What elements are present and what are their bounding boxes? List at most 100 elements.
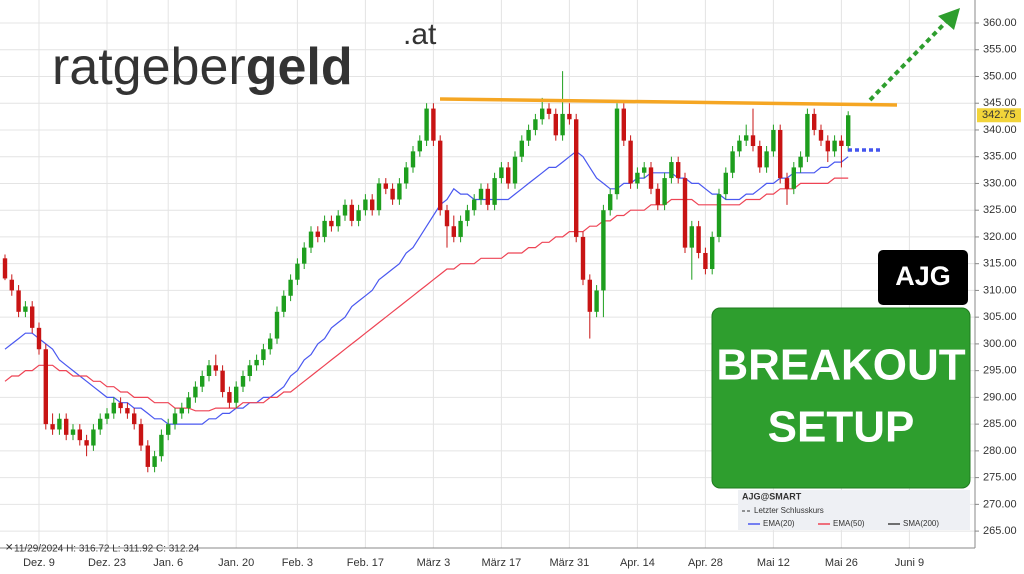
candle-body	[410, 151, 416, 168]
candle-body	[567, 113, 572, 120]
candle-body	[16, 290, 21, 312]
x-tick-label: Juni 9	[895, 557, 924, 569]
candle-body	[111, 402, 116, 414]
candle-body	[220, 370, 225, 393]
candle-body	[404, 167, 409, 184]
legend-symbol: AJG@SMART	[742, 491, 802, 501]
candle-body	[9, 279, 14, 291]
candle-body	[172, 413, 178, 425]
candle-body	[50, 424, 55, 430]
candle-body	[648, 167, 654, 189]
candle-body	[349, 204, 354, 221]
candle-body	[540, 108, 545, 120]
candle-body	[533, 119, 538, 130]
candle-body	[621, 108, 626, 141]
candle-body	[805, 113, 810, 157]
candle-body	[798, 156, 803, 168]
candle-body	[526, 129, 531, 141]
candle-body	[268, 338, 273, 350]
candle-body	[152, 456, 157, 467]
y-tick-label: 335.00	[983, 151, 1017, 163]
candle-body	[308, 231, 314, 248]
candle-body	[363, 199, 368, 211]
candle-body	[676, 162, 681, 179]
candle-body	[601, 210, 606, 291]
logo-bold: geld	[246, 38, 353, 96]
candle-body	[30, 306, 35, 328]
x-tick-label: März 3	[417, 557, 451, 569]
candle-body	[23, 306, 28, 312]
x-tick-label: Apr. 28	[688, 557, 723, 569]
candle-body	[132, 413, 137, 425]
logo-suffix: .at	[403, 18, 437, 51]
candle-body	[669, 162, 674, 179]
candle-body	[825, 140, 830, 152]
y-tick-label: 330.00	[983, 177, 1017, 189]
y-tick-label: 350.00	[983, 70, 1017, 82]
indicator-line	[4, 177, 849, 412]
y-tick-label: 280.00	[983, 445, 1017, 457]
x-tick-label: Feb. 3	[282, 557, 313, 569]
y-tick-label: 340.00	[983, 124, 1017, 136]
candle-body	[227, 392, 232, 403]
y-tick-label: 295.00	[983, 365, 1017, 377]
legend-label: EMA(50)	[833, 519, 865, 528]
y-tick-label: 290.00	[983, 391, 1017, 403]
candle-body	[77, 429, 82, 441]
candle-body	[492, 178, 497, 205]
candle-body	[737, 140, 742, 152]
candle-body	[247, 365, 252, 376]
candle-body	[757, 146, 762, 168]
candle-body	[91, 429, 96, 446]
candle-body	[274, 311, 280, 339]
last-price-tag	[977, 108, 1021, 123]
x-tick-label: Dez. 9	[23, 557, 55, 569]
candle-body	[499, 167, 504, 179]
candle-body	[206, 365, 212, 376]
y-tick-label: 305.00	[983, 311, 1017, 323]
candle-body	[574, 119, 579, 237]
y-tick-label: 270.00	[983, 498, 1017, 510]
x-tick-label: Jan. 6	[153, 557, 183, 569]
candle-body	[138, 424, 144, 446]
candle-body	[839, 140, 844, 147]
setup-badge	[711, 307, 971, 489]
candle-body	[145, 445, 150, 467]
candle-body	[519, 140, 524, 157]
candle-body	[438, 140, 443, 211]
x-tick-label: Feb. 17	[347, 557, 384, 569]
candle-body	[104, 413, 110, 419]
x-tick-label: März 17	[482, 557, 522, 569]
candle-body	[614, 108, 620, 195]
y-tick-label: 320.00	[983, 231, 1017, 243]
info-text: 11/29/2024 H: 316.72 L: 311.92 C: 312.24	[14, 544, 200, 555]
candle-body	[723, 172, 728, 195]
arrow-head	[938, 8, 960, 30]
candle-body	[342, 204, 348, 216]
y-tick-label: 355.00	[983, 44, 1017, 56]
candle-body	[812, 113, 817, 130]
candle-body	[43, 349, 48, 425]
candle-body	[703, 252, 708, 270]
candle-body	[682, 178, 688, 248]
candle-body	[356, 210, 361, 221]
setup-line2: SETUP	[768, 403, 915, 452]
logo-main: ratgeber	[52, 38, 246, 96]
candle-body	[322, 220, 327, 237]
candle-body	[485, 188, 490, 205]
x-tick-label: März 31	[550, 557, 590, 569]
candle-body	[710, 236, 715, 270]
info-x: ✕	[5, 543, 13, 554]
candle-body	[376, 183, 382, 211]
candles	[2, 71, 851, 473]
candle-body	[846, 115, 851, 147]
candle-body	[628, 140, 633, 184]
candle-body	[696, 226, 701, 253]
logo: ratgebergeld	[52, 38, 353, 96]
y-tick-label: 300.00	[983, 338, 1017, 350]
candle-body	[295, 263, 300, 280]
grid	[0, 0, 975, 548]
candle-body	[689, 226, 694, 248]
candle-body	[458, 220, 463, 237]
